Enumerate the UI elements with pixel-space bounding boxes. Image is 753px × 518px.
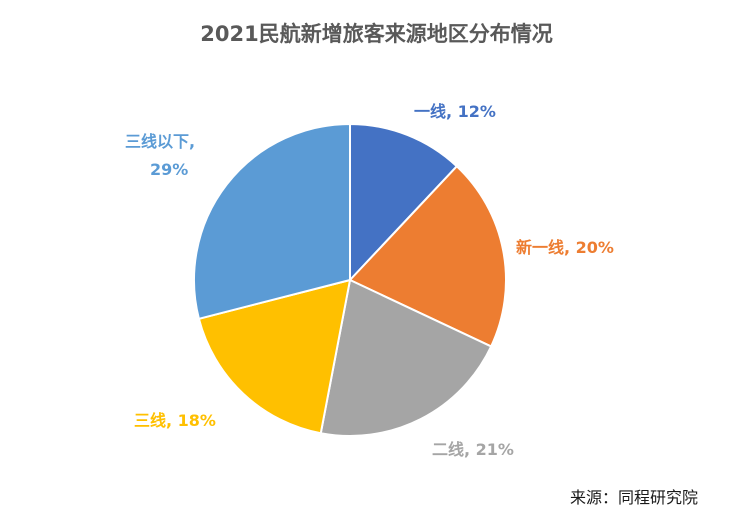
label-tier1: 一线, 12% — [414, 102, 496, 121]
pie-slice-2 — [319, 278, 493, 437]
label-below-tier3-line1: 三线以下, — [125, 132, 196, 151]
chart-title: 2021民航新增旅客来源地区分布情况 — [200, 22, 553, 46]
pie-slice-0 — [349, 122, 459, 283]
source-note: 来源：同程研究院 — [569, 488, 698, 507]
label-tier2: 二线, 21% — [432, 440, 514, 459]
pie-slice-1 — [348, 164, 507, 348]
label-below-tier3-line2: 29% — [150, 160, 189, 179]
label-new-tier1: 新一线, 20% — [516, 238, 614, 257]
pie-slice-4 — [193, 122, 351, 321]
label-tier3: 三线, 18% — [134, 411, 216, 430]
pie-slice-3 — [197, 278, 352, 435]
